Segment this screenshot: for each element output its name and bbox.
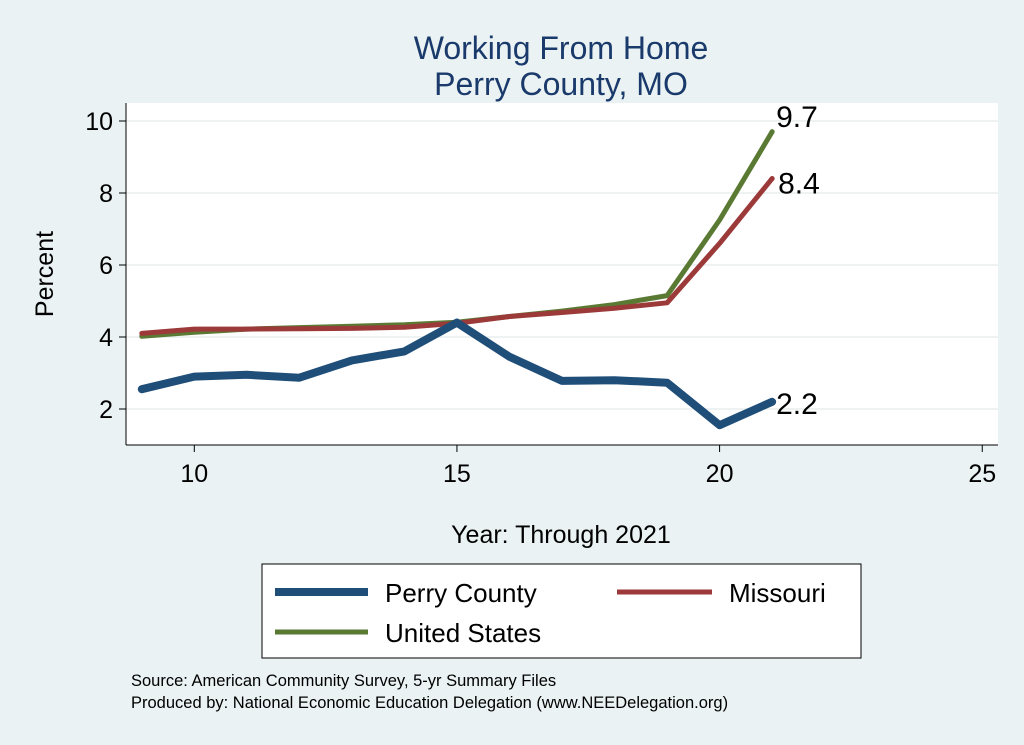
y-tick-label: 6 [99,252,113,280]
series-end-point-perry-county [769,399,775,405]
end-label-perry-county: 2.2 [776,388,818,421]
x-tick-label: 10 [180,460,208,488]
y-tick-label: 2 [99,396,113,424]
source-note: Source: American Community Survey, 5-yr … [131,672,556,690]
y-tick-label: 4 [99,324,113,352]
end-label-missouri: 8.4 [778,168,820,201]
x-axis-ticks: 10 15 20 25 [180,445,996,488]
chart-title-line-2: Perry County, MO [434,66,688,102]
series-line-perry-county [137,318,777,430]
end-label-united-states: 9.7 [776,101,818,134]
grid-lines [126,120,998,410]
plot-area [126,103,998,445]
y-tick-label: 10 [85,108,113,136]
series-lines [137,129,777,430]
y-tick-label: 8 [99,180,113,208]
chart-title-line-1: Working From Home [414,30,709,66]
producer-note: Produced by: National Economic Education… [131,694,728,712]
legend-box [261,563,862,659]
x-tick-label: 25 [968,460,996,488]
y-axis-ticks: 2 4 6 8 10 [85,108,126,424]
x-tick-label: 20 [706,460,734,488]
y-axis-label: Percent [31,231,59,317]
legend-label-perry-county: Perry County [385,578,537,608]
legend-label-united-states: United States [385,618,541,648]
x-axis-label: Year: Through 2021 [451,521,671,549]
end-labels: 9.7 8.4 2.2 [776,101,820,421]
legend-label-missouri: Missouri [729,578,826,608]
x-tick-label: 15 [443,460,471,488]
series-end-point-united-states [769,129,775,135]
series-end-point-missouri [769,176,775,182]
